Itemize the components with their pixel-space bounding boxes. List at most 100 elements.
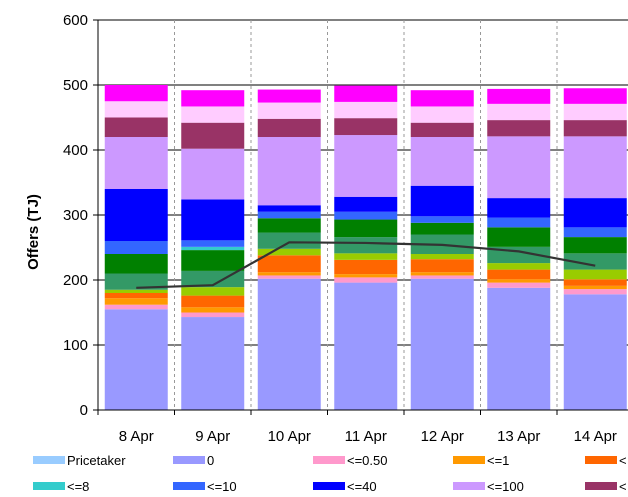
legend-label: <=40 <box>347 479 377 494</box>
bar-segment <box>181 250 245 271</box>
bar-segment <box>487 279 551 283</box>
bar-segment <box>563 253 627 270</box>
legend-label: <=8 <box>67 479 89 494</box>
bar-segment <box>563 237 627 254</box>
bar-segment <box>487 263 551 270</box>
y-tick-label: 400 <box>63 142 88 159</box>
bar-stack <box>410 90 474 410</box>
legend-swatch <box>33 482 65 490</box>
total-line-layer <box>136 241 596 289</box>
bar-stack <box>257 89 321 410</box>
bar-segment <box>181 317 245 410</box>
x-tick-label: 11 Apr <box>345 428 387 445</box>
bar-segment <box>257 211 321 219</box>
bar-segment <box>410 216 474 223</box>
bar-segment <box>257 102 321 119</box>
bar-segment <box>487 287 551 410</box>
bar-segment <box>334 259 398 275</box>
legend-swatch <box>453 482 485 490</box>
bar-segment <box>410 90 474 107</box>
bar-segment <box>487 282 551 288</box>
bar-segment <box>334 277 398 283</box>
bar-segment <box>563 88 627 104</box>
bar-segment <box>563 289 627 295</box>
legend-swatch <box>585 482 617 490</box>
bar-segment <box>257 137 321 206</box>
bar-segment <box>410 137 474 186</box>
bars <box>104 85 627 410</box>
legend-label: < <box>619 479 627 494</box>
bar-segment <box>487 103 551 121</box>
bar-segment <box>181 148 245 200</box>
bar-segment <box>257 118 321 137</box>
bar-segment <box>181 106 245 123</box>
legend-label: <=1 <box>487 453 509 468</box>
bar-segment <box>181 270 245 288</box>
bar-segment <box>104 304 168 310</box>
x-tick-labels: 8 Apr 9 Apr 10 Apr 11 Apr 12 Apr 13 Apr 14 Apr <box>119 428 617 445</box>
y-tick-label: 300 <box>63 207 88 224</box>
bar-segment <box>257 205 321 212</box>
bar-segment <box>563 136 627 199</box>
bar-segment <box>410 278 474 410</box>
y-tick-label: 0 <box>80 402 88 419</box>
bar-segment <box>334 196 398 212</box>
y-tick-label: 100 <box>63 337 88 354</box>
bar-segment <box>334 219 398 238</box>
bar-segment <box>334 282 398 410</box>
bar-segment <box>334 118 398 136</box>
legend-swatch <box>313 456 345 464</box>
bar-segment <box>181 90 245 107</box>
legend-swatch <box>33 456 65 464</box>
x-tick-label: 9 Apr <box>195 428 230 445</box>
y-axis-title: Offers (TJ) <box>25 194 42 270</box>
bar-segment <box>257 272 321 276</box>
bar-segment <box>487 120 551 137</box>
bar-segment <box>104 273 168 290</box>
bar-segment <box>104 293 168 299</box>
bar-segment <box>487 198 551 218</box>
bar-segment <box>487 136 551 199</box>
bar-segment <box>563 269 627 280</box>
bar-segment <box>104 85 168 102</box>
bar-segment <box>410 254 474 260</box>
bar-segment <box>181 312 245 318</box>
legend-label: < <box>619 453 627 468</box>
bar-segment <box>104 117 168 137</box>
bar-segment <box>410 185 474 217</box>
bar-segment <box>181 240 245 247</box>
bar-segment <box>410 259 474 273</box>
y-tick-label: 200 <box>63 272 88 289</box>
bar-segment <box>257 255 321 273</box>
bar-segment <box>104 101 168 118</box>
legend: Pricetaker 0 <=0.50 <=1 < <=8 <=10 <=40 <=100 < <box>33 453 627 494</box>
bar-segment <box>257 218 321 233</box>
bar-segment <box>410 122 474 137</box>
bar-segment <box>181 122 245 149</box>
bar-segment <box>104 241 168 254</box>
bar-segment <box>181 295 245 308</box>
bar-segment <box>334 274 398 278</box>
bar-segment <box>104 254 168 274</box>
bar-segment <box>334 211 398 220</box>
bar-segment <box>563 294 627 410</box>
bar-segment <box>181 199 245 241</box>
x-tick-label: 8 Apr <box>119 428 154 445</box>
bar-segment <box>410 106 474 123</box>
bar-segment <box>334 101 398 119</box>
bar-segment <box>563 103 627 121</box>
bar-segment <box>563 120 627 137</box>
bar-segment <box>181 287 245 296</box>
bar-stack <box>104 85 168 410</box>
bar-segment <box>334 85 398 102</box>
y-tick-label: 600 <box>63 12 88 29</box>
bar-segment <box>257 232 321 249</box>
bar-segment <box>334 135 398 197</box>
legend-swatch <box>453 456 485 464</box>
legend-label: 0 <box>207 453 214 468</box>
bar-segment <box>410 222 474 235</box>
bar-segment <box>487 269 551 280</box>
legend-label: <=10 <box>207 479 237 494</box>
x-tick-label: 14 Apr <box>574 428 617 445</box>
